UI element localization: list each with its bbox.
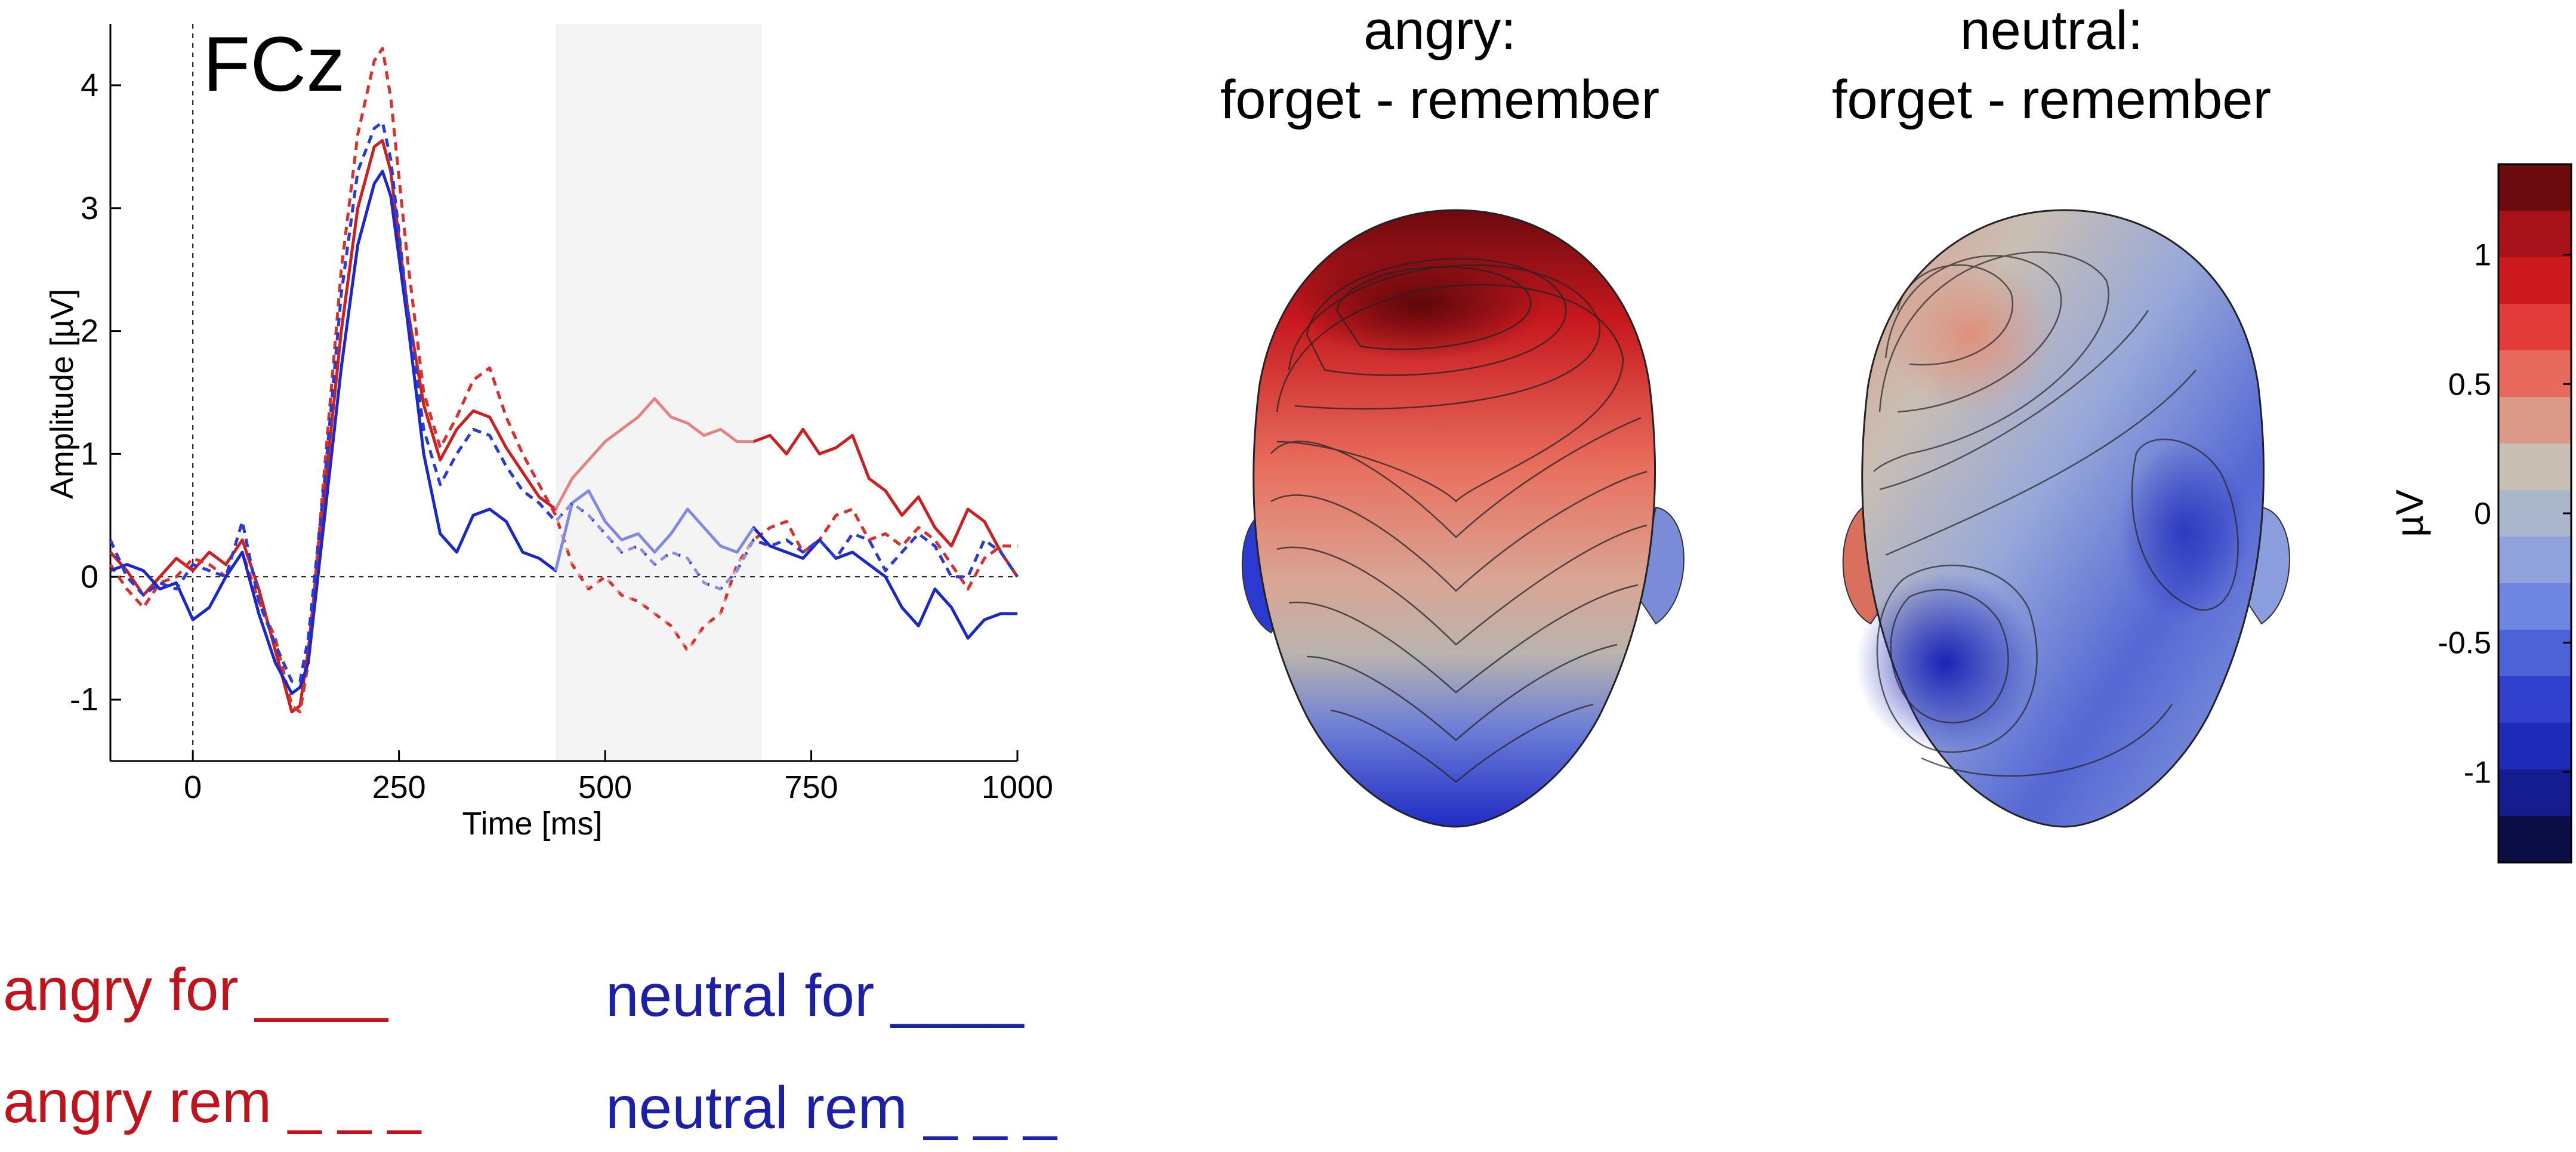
y-tick-label: 3 bbox=[81, 190, 98, 226]
topomap-neutral-title-line1: neutral: bbox=[1960, 0, 2143, 61]
colorbar-cell bbox=[2498, 769, 2571, 817]
analysis-window-shade bbox=[556, 24, 762, 761]
x-tick-label: 750 bbox=[784, 769, 838, 805]
topomap-neutral-contours bbox=[1873, 251, 2239, 777]
colorbar-label: µV bbox=[2388, 489, 2431, 537]
series-line-angry-rem bbox=[109, 47, 1017, 714]
colorbar-tick-label: -0.5 bbox=[2438, 626, 2491, 661]
legend-angry-for: angry for ____ bbox=[3, 956, 388, 1023]
chart-title: FCz bbox=[203, 20, 345, 107]
colorbar-ticks: 1 0.5 0 -0.5 -1 bbox=[2438, 238, 2571, 790]
colorbar-cell bbox=[2498, 211, 2571, 258]
y-tick-label: 2 bbox=[81, 313, 98, 349]
x-tick-label: 500 bbox=[578, 769, 632, 805]
topomap-neutral-head bbox=[1842, 209, 2290, 828]
topomap-angry-head bbox=[1241, 209, 1685, 828]
topomap-neutral-coldspot-right bbox=[2118, 442, 2250, 621]
colorbar-cell bbox=[2498, 676, 2571, 723]
erp-axes: 0 250 500 750 1000 -1 0 1 2 3 4 bbox=[70, 24, 1053, 805]
colorbar-tick-label: -1 bbox=[2464, 755, 2491, 790]
topomap-angry-hotspot bbox=[1295, 248, 1545, 361]
y-tick-label: 1 bbox=[81, 436, 98, 472]
legend: angry for ____ angry rem _ _ _ neutral f… bbox=[3, 956, 1057, 1141]
topomap-angry-contours bbox=[1270, 258, 1648, 783]
topomap-neutral-warmspot bbox=[1886, 257, 2053, 412]
topomap-angry-ear-right bbox=[1637, 506, 1685, 625]
legend-neutral-for: neutral for ____ bbox=[606, 962, 1025, 1029]
topomap-angry-scalp bbox=[1252, 209, 1656, 828]
colorbar-cell bbox=[2498, 583, 2571, 630]
colorbar-cell bbox=[2498, 537, 2571, 584]
colorbar-cell bbox=[2498, 304, 2571, 351]
topomap-neutral-ear-right bbox=[2242, 506, 2290, 625]
colorbar-tick-label: 1 bbox=[2474, 238, 2491, 273]
colorbar-cell bbox=[2498, 630, 2571, 677]
colorbar-tick-label: 0.5 bbox=[2448, 367, 2491, 402]
colorbar-cell bbox=[2498, 164, 2571, 211]
x-tick-label: 0 bbox=[184, 769, 202, 805]
colorbar-cells bbox=[2498, 164, 2571, 863]
colorbar: 1 0.5 0 -0.5 -1 µV bbox=[2388, 163, 2572, 864]
erp-lines bbox=[109, 47, 1019, 714]
topomap-angry-title-line1: angry: bbox=[1363, 0, 1516, 61]
y-tick-label: -1 bbox=[70, 682, 98, 717]
series-line-neutral-rem bbox=[109, 121, 1019, 683]
x-tick-label: 1000 bbox=[982, 769, 1053, 805]
colorbar-cell bbox=[2498, 397, 2571, 444]
topomap-neutral-title-line2: forget - remember bbox=[1832, 69, 2271, 130]
colorbar-cell bbox=[2498, 490, 2571, 537]
colorbar-cell bbox=[2498, 723, 2571, 770]
colorbar-cell bbox=[2498, 443, 2571, 491]
series-window-highlight-neutral-for bbox=[554, 488, 755, 571]
y-tick-label: 4 bbox=[81, 67, 98, 103]
y-tick-label: 0 bbox=[81, 559, 98, 595]
series-line-neutral-for bbox=[110, 170, 1017, 695]
x-tick-label: 250 bbox=[372, 769, 426, 805]
legend-neutral-rem: neutral rem _ _ _ bbox=[606, 1074, 1057, 1141]
legend-angry-rem: angry rem _ _ _ bbox=[3, 1068, 422, 1135]
y-axis-label: Amplitude [µV] bbox=[44, 289, 80, 499]
x-axis-label: Time [ms] bbox=[462, 806, 603, 842]
colorbar-cell bbox=[2498, 257, 2571, 304]
erp-plot: 0 250 500 750 1000 -1 0 1 2 3 4 FCz Time [ms] Ampl… bbox=[44, 20, 1053, 842]
colorbar-cell bbox=[2498, 816, 2571, 863]
colorbar-tick-label: 0 bbox=[2474, 497, 2491, 531]
colorbar-cell bbox=[2498, 350, 2571, 398]
series-window-highlight-neutral-rem bbox=[554, 500, 755, 592]
topomap-angry-title-line2: forget - remember bbox=[1220, 69, 1659, 130]
